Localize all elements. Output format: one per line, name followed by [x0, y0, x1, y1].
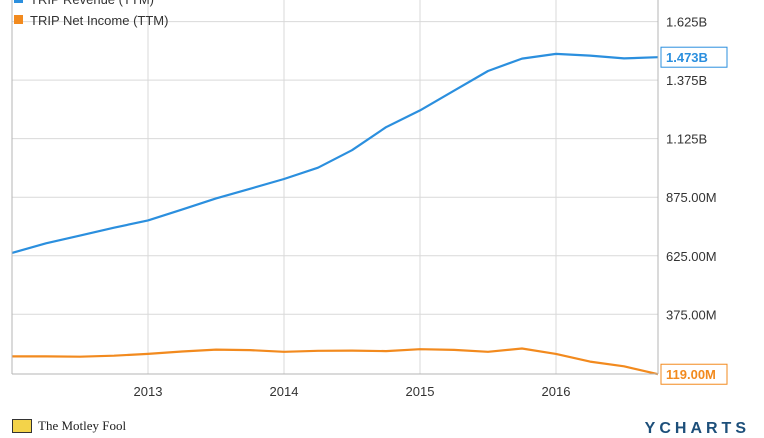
chart-series — [11, 52, 659, 376]
motley-fool-logo-icon — [12, 419, 32, 433]
legend-swatch — [14, 15, 23, 24]
end-value-label: 1.473B — [666, 50, 708, 65]
x-tick-label: 2014 — [270, 384, 299, 399]
legend-label: TRIP Revenue (TTM) — [30, 0, 154, 7]
ycharts-brand: YCHARTS — [644, 420, 750, 437]
x-tick-label: 2016 — [542, 384, 571, 399]
chart-legend: TRIP Revenue (TTM) TRIP Net Income (TTM) — [14, 0, 168, 28]
end-value-callouts: 1.473B 119.00M — [660, 46, 728, 385]
revenue-line — [11, 52, 659, 254]
chart-grid — [12, 0, 658, 374]
x-tick-label: 2013 — [134, 384, 163, 399]
legend-label: TRIP Net Income (TTM) — [30, 13, 168, 28]
end-value-callout — [660, 363, 728, 385]
source-label: The Motley Fool — [38, 418, 127, 433]
legend-swatch — [14, 0, 23, 3]
y-tick-label: 1.625B — [666, 15, 707, 30]
source-footer: The Motley Fool — [12, 418, 127, 433]
y-tick-label: 1.375B — [666, 73, 707, 88]
end-value-callout — [660, 46, 728, 68]
y-tick-label: 1.125B — [666, 132, 707, 147]
plot-background — [12, 0, 658, 374]
net-income-line — [12, 347, 659, 376]
y-tick-label: 625.00M — [666, 249, 717, 264]
chart-axes: 375.00M 625.00M 875.00M 1.125B 1.375B 1.625B 2… — [11, 0, 717, 399]
y-tick-label: 875.00M — [666, 190, 717, 205]
end-value-label: 119.00M — [666, 367, 716, 382]
x-tick-label: 2015 — [406, 384, 435, 399]
y-tick-label: 375.00M — [666, 307, 717, 322]
